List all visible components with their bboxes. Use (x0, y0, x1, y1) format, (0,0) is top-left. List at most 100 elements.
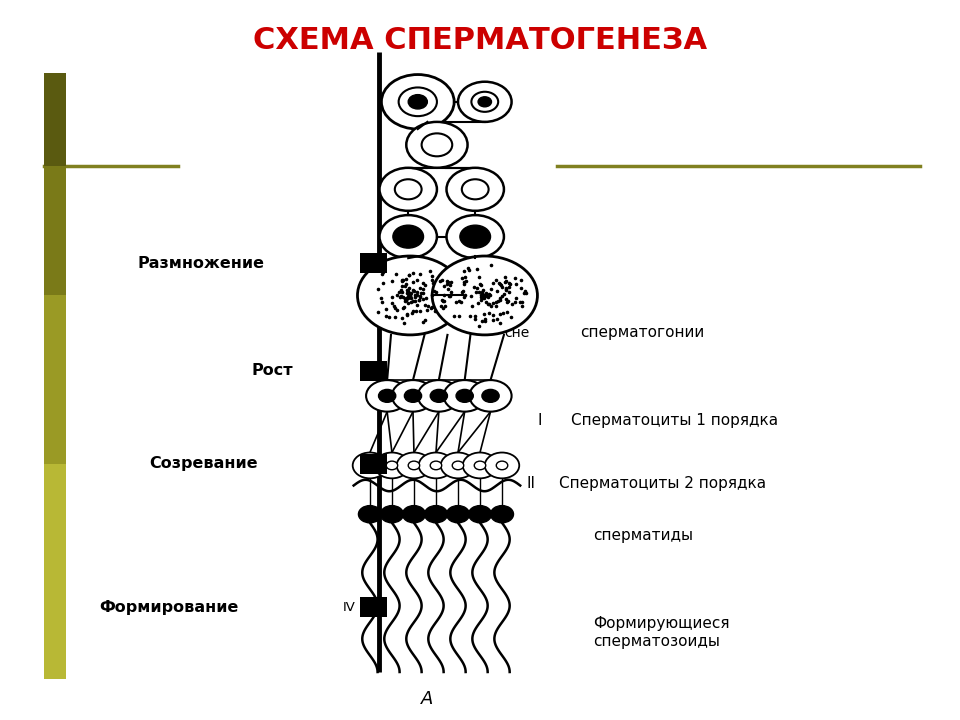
Point (453, 296, 468, 307)
Point (399, 310, 415, 321)
Point (411, 294, 426, 305)
Point (456, 291, 471, 302)
Point (386, 300, 401, 311)
Point (468, 310, 483, 322)
Point (488, 297, 503, 308)
Point (515, 301, 530, 312)
Circle shape (452, 461, 464, 469)
Point (424, 274, 440, 286)
Point (435, 302, 450, 314)
Point (432, 276, 447, 287)
Point (390, 289, 405, 301)
Point (473, 279, 489, 291)
Point (398, 273, 414, 284)
Circle shape (485, 453, 519, 478)
Point (501, 287, 516, 298)
Text: Рост: Рост (252, 364, 294, 378)
Point (470, 297, 486, 309)
Point (385, 275, 400, 287)
Point (435, 294, 450, 306)
Point (405, 295, 420, 307)
Point (503, 311, 518, 323)
Bar (44, 464, 65, 679)
Point (405, 267, 420, 279)
Point (420, 300, 436, 312)
Bar (44, 73, 65, 166)
Point (401, 282, 417, 294)
Point (395, 292, 410, 303)
Circle shape (366, 380, 408, 412)
Point (408, 305, 423, 317)
Point (491, 277, 506, 289)
Point (375, 277, 391, 289)
Point (397, 294, 413, 305)
Point (388, 302, 403, 314)
Text: сперматогонии: сперматогонии (581, 325, 705, 341)
Point (469, 263, 485, 274)
Point (397, 280, 413, 292)
Point (471, 287, 487, 298)
Point (407, 295, 422, 307)
Circle shape (463, 453, 497, 478)
Point (499, 284, 515, 295)
Point (477, 313, 492, 325)
Point (401, 290, 417, 302)
Point (416, 316, 431, 328)
Point (481, 307, 496, 318)
Point (413, 269, 428, 280)
Point (474, 292, 490, 303)
Point (478, 297, 493, 308)
Point (482, 289, 497, 301)
Circle shape (419, 453, 453, 478)
Point (496, 289, 512, 300)
Point (457, 271, 472, 282)
Point (454, 272, 469, 284)
Circle shape (468, 505, 492, 523)
Point (474, 315, 490, 326)
Point (408, 292, 423, 303)
Point (476, 308, 492, 320)
Circle shape (444, 380, 486, 412)
Circle shape (386, 461, 397, 469)
Point (485, 298, 500, 310)
Point (467, 282, 482, 293)
Point (512, 296, 527, 307)
Circle shape (406, 122, 468, 168)
Point (469, 282, 485, 294)
Circle shape (393, 225, 423, 248)
Point (436, 295, 451, 307)
Point (402, 290, 418, 302)
Point (473, 294, 489, 305)
Point (483, 283, 498, 294)
Text: Сперматоциты 2 порядка: Сперматоциты 2 порядка (560, 476, 767, 491)
Point (395, 274, 410, 286)
Point (424, 302, 440, 313)
Point (476, 291, 492, 302)
Point (409, 289, 424, 301)
Point (451, 310, 467, 321)
Point (393, 291, 408, 302)
Point (492, 278, 508, 289)
Point (418, 279, 433, 290)
Point (413, 292, 428, 303)
Text: IV: IV (343, 601, 355, 614)
Circle shape (392, 380, 434, 412)
Point (402, 290, 418, 302)
Point (503, 279, 518, 290)
Point (457, 289, 472, 300)
Point (418, 315, 433, 326)
Circle shape (374, 453, 409, 478)
Circle shape (478, 96, 492, 107)
Point (508, 278, 523, 289)
Point (478, 290, 493, 302)
Point (456, 278, 471, 289)
Point (412, 306, 427, 318)
Point (486, 314, 501, 325)
Circle shape (496, 461, 508, 469)
Point (477, 289, 492, 301)
Circle shape (460, 225, 491, 248)
Point (407, 289, 422, 301)
Circle shape (482, 390, 499, 402)
Circle shape (357, 256, 463, 335)
Circle shape (471, 91, 498, 112)
